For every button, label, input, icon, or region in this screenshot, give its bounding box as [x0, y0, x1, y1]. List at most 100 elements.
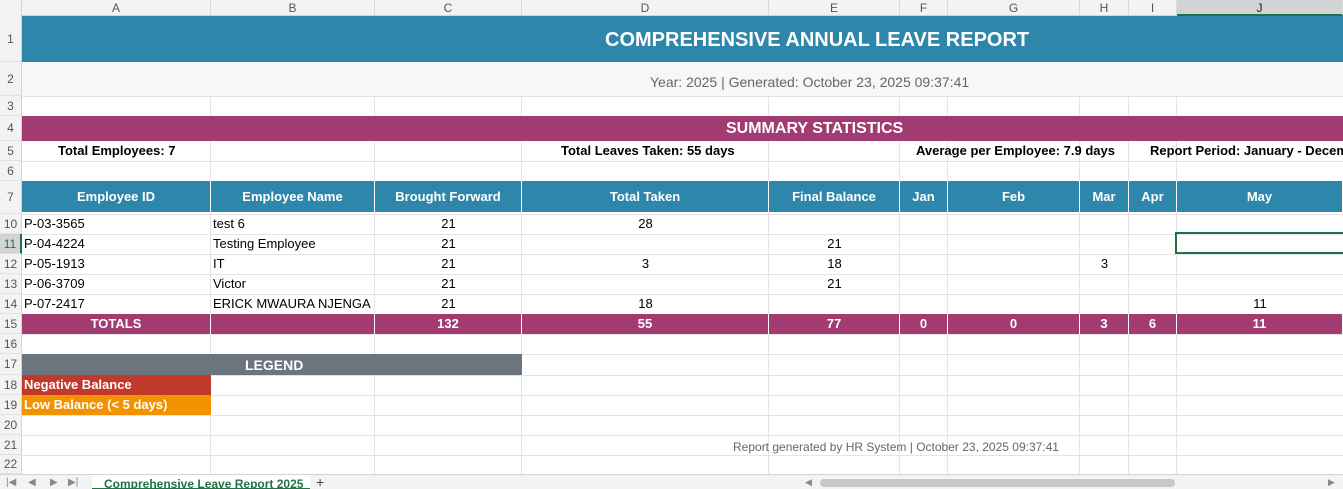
- cell-mar[interactable]: [1080, 214, 1129, 234]
- cell-jan[interactable]: [900, 234, 948, 254]
- cell-feb[interactable]: [948, 274, 1080, 294]
- cell-mar[interactable]: 3: [1100, 256, 1109, 271]
- cell-feb[interactable]: [948, 254, 1080, 274]
- cell-mar[interactable]: [1080, 234, 1129, 254]
- cell-final-balance[interactable]: [769, 214, 900, 234]
- column-header-i[interactable]: I: [1129, 0, 1177, 16]
- row-header-11[interactable]: 11: [0, 234, 22, 254]
- cell-employee-id[interactable]: P-04-4224: [24, 236, 85, 251]
- cell-brought-forward[interactable]: 21: [441, 276, 456, 291]
- row-header-18[interactable]: 18: [0, 375, 22, 395]
- totals-jan[interactable]: 0: [900, 314, 948, 334]
- prev-sheet-icon[interactable]: ◀: [28, 477, 36, 488]
- cell-jan[interactable]: [900, 214, 948, 234]
- scroll-right-icon[interactable]: ▶: [1328, 477, 1335, 487]
- legend-low-balance[interactable]: Low Balance (< 5 days): [22, 395, 211, 415]
- cell-brought-forward[interactable]: 21: [441, 236, 456, 251]
- row-header-14[interactable]: 14: [0, 294, 22, 314]
- column-header-d[interactable]: D: [522, 0, 769, 16]
- cell-may[interactable]: [1177, 214, 1343, 234]
- cell-final-balance[interactable]: 18: [827, 256, 842, 271]
- cell-apr[interactable]: [1129, 294, 1177, 314]
- cell-employee-id[interactable]: P-05-1913: [24, 256, 85, 271]
- cell-employee-name[interactable]: ERICK MWAURA NJENGA: [213, 296, 371, 311]
- cell-employee-id[interactable]: P-07-2417: [24, 296, 85, 311]
- cell-total-taken[interactable]: 3: [641, 256, 650, 271]
- cell-jan[interactable]: [900, 294, 948, 314]
- cell-apr[interactable]: [1129, 274, 1177, 294]
- row-header-21[interactable]: 21: [0, 435, 22, 455]
- column-header-h[interactable]: H: [1080, 0, 1129, 16]
- cell-grid[interactable]: COMPREHENSIVE ANNUAL LEAVE REPORT Year: …: [22, 16, 1343, 474]
- cell-employee-name[interactable]: Victor: [213, 276, 246, 291]
- row-header-4[interactable]: 4: [0, 116, 22, 141]
- totals-final-balance[interactable]: 77: [769, 314, 900, 334]
- cell-mar[interactable]: [1080, 294, 1129, 314]
- row-header-5[interactable]: 5: [0, 141, 22, 161]
- cell-jan[interactable]: [900, 274, 948, 294]
- totals-mar[interactable]: 3: [1080, 314, 1129, 334]
- cell-total-taken[interactable]: [522, 234, 769, 254]
- cell-apr[interactable]: [1129, 254, 1177, 274]
- selected-cell-j11[interactable]: [1175, 232, 1343, 254]
- totals-name-blank[interactable]: [211, 314, 375, 334]
- totals-feb[interactable]: 0: [948, 314, 1080, 334]
- row-header-3[interactable]: 3: [0, 96, 22, 116]
- cell-apr[interactable]: [1129, 234, 1177, 254]
- cell-total-taken[interactable]: [522, 274, 769, 294]
- cell-final-balance[interactable]: 21: [827, 276, 842, 291]
- cell-apr[interactable]: [1129, 214, 1177, 234]
- column-header-c[interactable]: C: [375, 0, 522, 16]
- column-header-b[interactable]: B: [211, 0, 375, 16]
- horizontal-scrollbar[interactable]: [820, 479, 1175, 487]
- totals-apr[interactable]: 6: [1129, 314, 1177, 334]
- row-header-6[interactable]: 6: [0, 161, 22, 181]
- totals-label[interactable]: TOTALS: [22, 314, 211, 334]
- cell-final-balance[interactable]: [769, 294, 900, 314]
- cell-brought-forward[interactable]: 21: [441, 296, 456, 311]
- cell-brought-forward[interactable]: 21: [441, 256, 456, 271]
- last-sheet-icon[interactable]: ▶|: [68, 477, 79, 488]
- row-header-16[interactable]: 16: [0, 334, 22, 354]
- row-header-22[interactable]: 22: [0, 455, 22, 474]
- column-header-f[interactable]: F: [900, 0, 948, 16]
- next-sheet-icon[interactable]: ▶: [50, 477, 58, 488]
- cell-total-taken[interactable]: 28: [638, 216, 653, 231]
- row-header-15[interactable]: 15: [0, 314, 22, 334]
- cell-feb[interactable]: [948, 234, 1080, 254]
- row-header-20[interactable]: 20: [0, 415, 22, 435]
- first-sheet-icon[interactable]: |◀: [6, 477, 17, 488]
- sheet-tab-comprehensive-leave-report[interactable]: Comprehensive Leave Report 2025: [92, 475, 310, 489]
- totals-may[interactable]: 11: [1177, 314, 1343, 334]
- row-header-19[interactable]: 19: [0, 395, 22, 415]
- row-header-10[interactable]: 10: [0, 214, 22, 234]
- cell-may[interactable]: [1177, 274, 1343, 294]
- cell-jan[interactable]: [900, 254, 948, 274]
- cell-final-balance[interactable]: 21: [827, 236, 842, 251]
- row-header-17[interactable]: 17: [0, 354, 22, 375]
- column-header-j[interactable]: J: [1177, 0, 1343, 16]
- column-header-e[interactable]: E: [769, 0, 900, 16]
- row-header-13[interactable]: 13: [0, 274, 22, 294]
- cell-feb[interactable]: [948, 294, 1080, 314]
- totals-total-taken[interactable]: 55: [522, 314, 769, 334]
- cell-employee-id[interactable]: P-03-3565: [24, 216, 85, 231]
- row-header-7[interactable]: 7: [0, 181, 22, 214]
- totals-brought-forward[interactable]: 132: [375, 314, 522, 334]
- select-all-corner[interactable]: [0, 0, 22, 16]
- column-header-a[interactable]: A: [22, 0, 211, 16]
- cell-may[interactable]: [1177, 254, 1343, 274]
- cell-employee-name[interactable]: test 6: [213, 216, 245, 231]
- cell-employee-name[interactable]: Testing Employee: [213, 236, 316, 251]
- add-sheet-icon[interactable]: +: [316, 474, 325, 489]
- cell-feb[interactable]: [948, 214, 1080, 234]
- cell-mar[interactable]: [1080, 274, 1129, 294]
- row-header-1[interactable]: 1: [0, 16, 22, 62]
- scroll-left-icon[interactable]: ◀: [805, 477, 812, 487]
- legend-negative-balance[interactable]: Negative Balance: [22, 375, 211, 395]
- cell-employee-id[interactable]: P-06-3709: [24, 276, 85, 291]
- column-header-g[interactable]: G: [948, 0, 1080, 16]
- cell-employee-name[interactable]: IT: [213, 256, 225, 271]
- row-header-12[interactable]: 12: [0, 254, 22, 274]
- cell-may[interactable]: 11: [1253, 296, 1267, 311]
